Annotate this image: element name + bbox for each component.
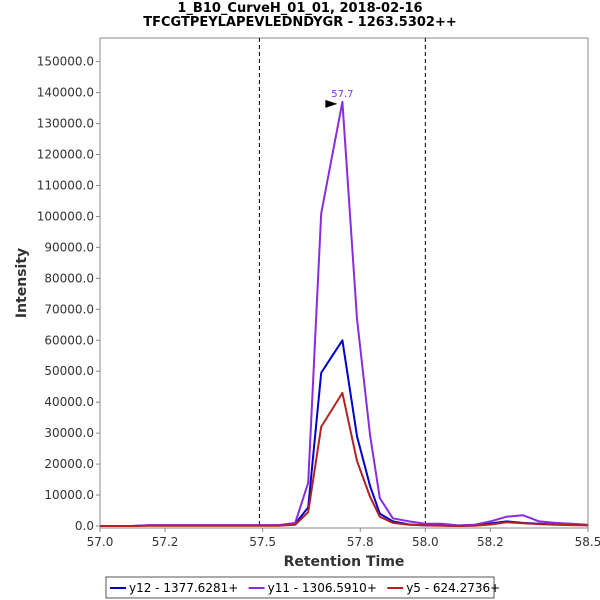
- y-tick-label: 60000.0: [44, 333, 94, 347]
- y-tick-label: 110000.0: [37, 178, 94, 192]
- series-line-3: [100, 391, 589, 527]
- y-tick-label: 100000.0: [37, 209, 94, 223]
- y-tick-label: 140000.0: [37, 86, 94, 100]
- peak-marker-arrow: [325, 99, 338, 108]
- y-tick-label: 80000.0: [44, 271, 94, 285]
- x-tick-label: 57.8: [347, 535, 374, 549]
- y-axis-label: Intensity: [14, 248, 30, 318]
- x-tick-label: 57.5: [249, 535, 276, 549]
- y-tick-label: 70000.0: [44, 302, 94, 316]
- y-tick-label: 40000.0: [44, 395, 94, 409]
- y-tick-label: 90000.0: [44, 240, 94, 254]
- y-tick-label: 0.0: [75, 519, 94, 533]
- legend-label-3: y5 - 624.2736+: [406, 581, 500, 595]
- chart-subtitle: TFCGTPEYLAPEVLEDNDYGR - 1263.5302++: [143, 15, 457, 30]
- y-tick-label: 120000.0: [37, 148, 94, 162]
- y-tick-label: 10000.0: [44, 488, 94, 502]
- peak-label: 57.7: [331, 89, 353, 100]
- legend-label-1: y12 - 1377.6281+: [129, 581, 238, 595]
- x-tick-label: 58.2: [477, 535, 504, 549]
- y-tick-label: 50000.0: [44, 364, 94, 378]
- legend-label-2: y11 - 1306.5910+: [268, 581, 377, 595]
- legend: [105, 576, 495, 599]
- y-tick-label: 150000.0: [37, 55, 94, 69]
- x-tick-label: 58.5: [575, 535, 600, 549]
- x-tick-label: 57.2: [152, 535, 179, 549]
- x-tick-label: 57.0: [87, 535, 114, 549]
- y-tick-label: 130000.0: [37, 117, 94, 131]
- y-tick-label: 20000.0: [44, 457, 94, 471]
- x-axis-label: Retention Time: [284, 554, 405, 570]
- chart-title: 1_B10_CurveH_01_01, 2018-02-16: [177, 1, 422, 16]
- y-tick-label: 30000.0: [44, 426, 94, 440]
- x-tick-label: 58.0: [412, 535, 439, 549]
